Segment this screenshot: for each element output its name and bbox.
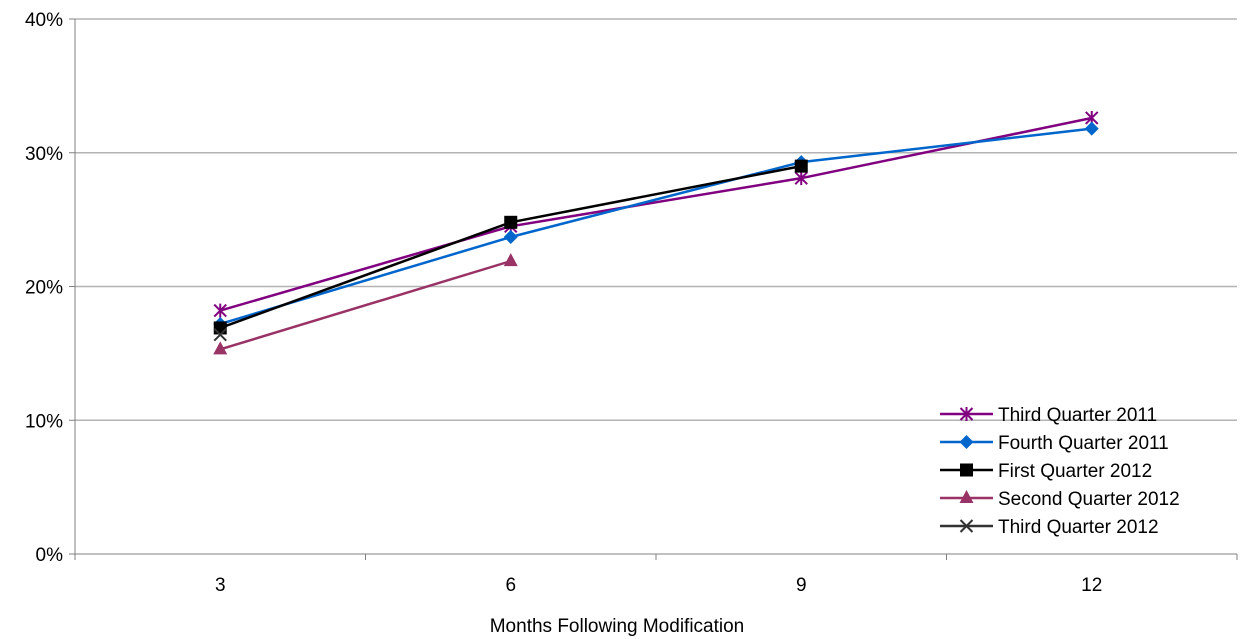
x-tick-label: 12: [1081, 575, 1102, 596]
data-point: [213, 327, 227, 342]
legend-item: First Quarter 2012: [940, 461, 1152, 482]
series-line: [219, 127, 1092, 326]
legend-marker: [959, 490, 974, 503]
legend-label: Third Quarter 2012: [998, 517, 1159, 538]
data-point: [504, 215, 518, 229]
legend-label: Second Quarter 2012: [998, 489, 1180, 510]
data-point: [794, 171, 808, 186]
data-point: [213, 303, 227, 318]
legend-label: Third Quarter 2011: [998, 405, 1157, 426]
x-tick-label: 6: [505, 575, 516, 596]
legend-marker: [959, 407, 974, 421]
series-line: [219, 164, 802, 330]
y-tick-label: 30%: [25, 144, 63, 165]
legend: Third Quarter 2011 Fourth Quarter 2011 Fir…: [940, 405, 1180, 538]
axes: [74, 19, 1238, 560]
y-tick-label: 10%: [25, 411, 63, 432]
data-point: [213, 321, 227, 335]
data-point: [503, 253, 518, 267]
y-tick-label: 0%: [36, 545, 64, 566]
y-tick-labels: 0% 10% 20% 30% 40%: [25, 10, 63, 566]
legend-item: Third Quarter 2011: [940, 405, 1157, 426]
data-point: [503, 230, 518, 245]
x-tick-label: 9: [796, 575, 807, 596]
legend-marker: [959, 435, 974, 449]
y-tick-label: 40%: [25, 10, 63, 31]
legend-item: Fourth Quarter 2011: [940, 433, 1169, 454]
series-4: [213, 327, 227, 342]
plot-series: [213, 110, 1099, 355]
x-tick-labels: 3 6 9 12: [215, 575, 1102, 596]
x-tick-label: 3: [215, 575, 226, 596]
series-line: [219, 259, 512, 351]
legend-label: First Quarter 2012: [998, 461, 1152, 482]
legend-item: Third Quarter 2012: [940, 517, 1159, 538]
gridlines: [69, 18, 1237, 555]
data-point: [1084, 121, 1099, 136]
y-tick-label: 20%: [25, 278, 63, 299]
series-line: [219, 116, 1093, 312]
legend-marker: [959, 519, 974, 533]
series-2: [213, 159, 808, 335]
legend-marker: [960, 463, 973, 477]
legend-item: Second Quarter 2012: [940, 489, 1180, 510]
legend-label: Fourth Quarter 2011: [998, 433, 1169, 454]
series-3: [213, 253, 518, 355]
data-point: [794, 159, 808, 173]
data-point: [213, 341, 228, 355]
x-axis-title: Months Following Modification: [490, 616, 745, 637]
